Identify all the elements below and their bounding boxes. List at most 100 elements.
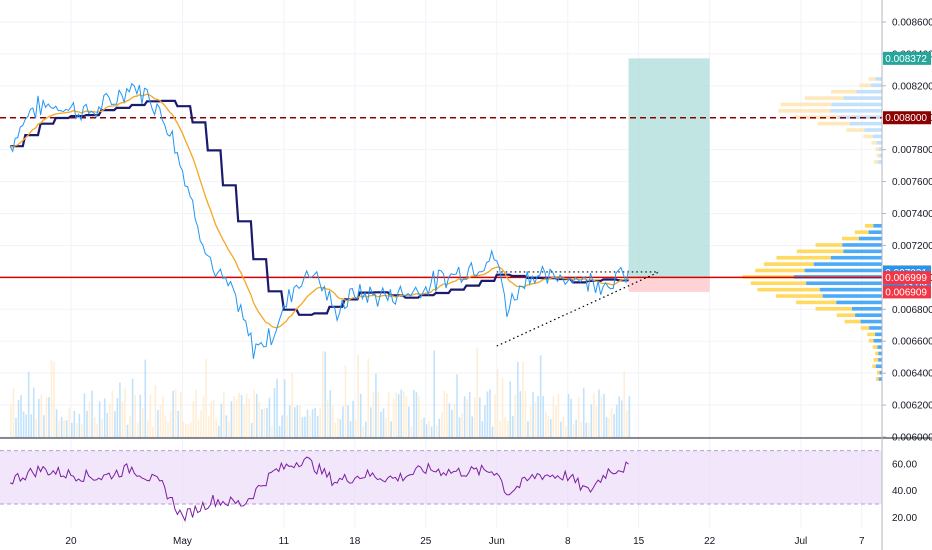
volume-profile-bar (871, 140, 877, 145)
price-tick-label: 0.006000 (892, 433, 932, 444)
volume-bar (116, 397, 119, 437)
volume-profile-bar (872, 345, 878, 349)
rsi-tick-label: 20.00 (892, 513, 917, 524)
volume-profile-bar (806, 281, 882, 286)
volume-bar (304, 416, 306, 437)
time-tick-label: 20 (65, 536, 77, 547)
volume-bar (271, 425, 273, 437)
volume-bar (159, 404, 162, 437)
volume-profile-bar (844, 319, 861, 324)
volume-bar (210, 401, 212, 437)
volume-bar (334, 422, 337, 437)
volume-bar (88, 401, 91, 437)
volume-bar (215, 419, 218, 437)
price-tick-label: 0.006800 (892, 305, 932, 316)
volume-bar (48, 397, 50, 437)
volume-profile-bar (775, 294, 823, 298)
volume-profile-bar (813, 262, 882, 266)
volume-profile-bar (860, 326, 870, 330)
volume-bar (405, 396, 408, 437)
volume-bar (185, 423, 187, 437)
volume-profile-bar (757, 287, 820, 292)
volume-bar (514, 394, 517, 437)
volume-bar (347, 405, 349, 437)
volume-bar (446, 393, 448, 437)
time-tick-label: Jun (489, 536, 505, 547)
volume-profile-bar (877, 370, 880, 375)
volume-profile-bar (869, 326, 882, 330)
volume-bar (192, 401, 195, 437)
volume-bar (299, 405, 301, 437)
volume-profile-bar (863, 134, 873, 139)
volume-bar (40, 394, 43, 437)
volume-profile-bar (864, 223, 874, 228)
volume-profile-bar (830, 109, 882, 113)
volume-bar (555, 405, 557, 437)
volume-profile-bar (875, 364, 882, 369)
volume-bar (207, 415, 210, 437)
volume-bar (73, 411, 76, 437)
volume-bar (590, 404, 593, 437)
rsi-panel (0, 450, 882, 523)
volume-profile-bar (875, 351, 879, 356)
volume-bar (281, 415, 283, 437)
volume-profile-bar (878, 377, 882, 381)
volume-bar (542, 395, 544, 437)
volume-bar (172, 390, 174, 437)
volume-bar (38, 398, 40, 437)
volume-bar (560, 421, 562, 437)
volume-profile-bar (870, 83, 882, 88)
volume-bar (169, 411, 172, 437)
volume-profile-bar (858, 236, 882, 241)
price-tag: 0.008000 (883, 111, 931, 125)
volume-bar (349, 421, 352, 437)
volume-bar (479, 397, 481, 437)
volume-bar (240, 395, 243, 437)
price-tick-label: 0.008600 (892, 17, 932, 28)
volume-bar (468, 391, 471, 437)
volume-bar (608, 418, 610, 437)
volume-bar (141, 408, 144, 437)
volume-bar (352, 400, 354, 437)
volume-bar (276, 378, 278, 437)
volume-profile-bar (879, 153, 882, 158)
price-tick-label: 0.008200 (892, 81, 932, 92)
volume-bar (154, 385, 157, 437)
target-zone (628, 58, 710, 278)
volume-bar (549, 419, 552, 437)
volume-bar (628, 396, 631, 437)
volume-profile-bar (843, 249, 882, 254)
volume-bar (22, 411, 25, 437)
volume-bar (362, 425, 365, 437)
volume-bar (101, 419, 103, 437)
volume-bar (375, 373, 377, 437)
volume-bar (114, 411, 116, 437)
price-tag-box (883, 111, 931, 125)
volume-profile-bar (796, 300, 837, 305)
volume-bar (223, 392, 225, 437)
volume-bar (248, 398, 250, 437)
volume-bar (136, 422, 139, 437)
rsi-line (9, 456, 629, 523)
price-tag-label: 0.008000 (885, 113, 927, 124)
volume-bar (329, 390, 332, 437)
volume-bar (309, 416, 311, 437)
volume-bar (255, 394, 258, 437)
volume-profile-bar (831, 102, 882, 107)
volume-bar (50, 359, 53, 437)
volume-bar (577, 397, 580, 437)
volume-bar (458, 417, 461, 437)
volume-profile-bar (804, 96, 844, 100)
volume-bar (620, 400, 623, 437)
time-tick-label: 11 (279, 536, 290, 547)
volume-bar (197, 419, 200, 437)
volume-bar (410, 426, 413, 437)
volume-bar (179, 392, 182, 437)
volume-bar (484, 405, 486, 437)
volume-bar (519, 391, 522, 437)
volume-profile-bar (780, 102, 832, 107)
volume-bar (106, 412, 109, 437)
price-line (9, 82, 630, 359)
